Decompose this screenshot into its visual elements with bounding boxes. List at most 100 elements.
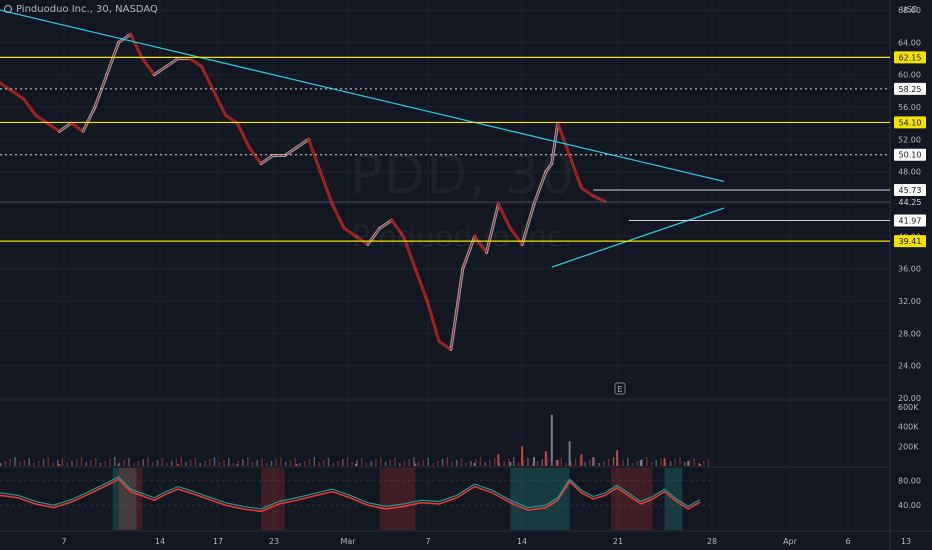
horizontal-levels[interactable]: 62.15 58.25 54.10 50.10 45.73 44.25 41.97 39.41 [0, 51, 926, 248]
volume-bar [631, 463, 634, 466]
volume-bar [152, 462, 154, 466]
volume-bar [707, 459, 710, 466]
volume-bar [394, 458, 396, 466]
oscillator-line-red [0, 478, 701, 513]
earnings-icon[interactable]: E [617, 385, 622, 394]
volume-bar [218, 462, 220, 466]
volume-bar [261, 458, 263, 466]
level-label[interactable]: 54.10 [899, 118, 922, 127]
volume-bar [0, 463, 2, 466]
volume-bar [71, 461, 73, 466]
volume-bar [33, 463, 35, 466]
volume-bar [256, 460, 258, 466]
level-label[interactable]: 45.73 [899, 186, 922, 195]
level-label-bg [894, 235, 926, 248]
volume-bar [399, 463, 401, 466]
price-tick-label: 36.00 [898, 265, 921, 274]
volume-bar [541, 459, 543, 466]
level-label[interactable]: 50.10 [899, 151, 922, 160]
price-line[interactable] [0, 33, 606, 351]
level-label[interactable]: 39.41 [899, 237, 922, 246]
volume-bar [337, 461, 339, 466]
volume-bar [223, 460, 225, 466]
volume-pane [0, 414, 710, 466]
level-label[interactable]: 44.25 [899, 198, 922, 207]
volume-bar [593, 458, 596, 466]
volume-bar [489, 460, 491, 466]
volume-bar [568, 441, 571, 466]
time-tick-label: 28 [707, 537, 717, 546]
symbol-name[interactable]: Pinduoduo Inc. [16, 4, 90, 15]
volume-bar [470, 461, 472, 466]
volume-bar [185, 462, 187, 466]
time-axis[interactable]: 7 14 17 23 Mar 7 14 21 28 Apr 6 13 [61, 537, 911, 546]
price-axis[interactable]: 20.0024.0028.0032.0036.0040.0044.0048.00… [898, 6, 921, 510]
volume-bar [58, 464, 61, 466]
oscillator-zone [261, 468, 285, 530]
volume-bar [104, 461, 106, 466]
trendline[interactable] [0, 9, 725, 183]
level-label[interactable]: 58.25 [899, 85, 922, 94]
volume-bar [19, 462, 21, 466]
volume-bar [247, 457, 249, 466]
volume-bar [550, 414, 553, 466]
level-label[interactable]: 62.15 [899, 53, 922, 62]
price-pane[interactable] [0, 9, 725, 352]
volume-bar [460, 458, 463, 466]
volume-bar [213, 457, 216, 466]
volume-bar [251, 462, 254, 466]
volume-bar [484, 462, 486, 466]
volume-bar [66, 463, 68, 466]
volume-bar [509, 462, 512, 466]
volume-bar [703, 461, 705, 466]
time-tick-label: 14 [155, 537, 165, 546]
watermark-symbol: PDD, 30 [350, 143, 576, 206]
volume-bar [375, 459, 377, 466]
volume-bar [270, 461, 273, 466]
volume-bar [80, 457, 83, 466]
volume-bar [242, 459, 244, 466]
volume-bar [544, 451, 547, 466]
volume-bar [560, 458, 562, 466]
volume-bar [275, 459, 277, 466]
currency-label: USD [900, 5, 918, 14]
price-tick-label: 32.00 [898, 297, 921, 306]
level-label-bg [894, 116, 926, 129]
volume-bar [494, 458, 496, 466]
volume-bar [699, 464, 702, 466]
volume-bar [327, 458, 330, 466]
volume-bar [413, 457, 415, 466]
volume-bar [147, 457, 149, 466]
volume-bar [598, 463, 600, 466]
volume-bar [687, 461, 690, 466]
volume-bar [475, 459, 477, 466]
volume-bar [522, 460, 524, 466]
earnings-marker[interactable]: E [614, 382, 626, 395]
volume-tick-label: 600K [898, 403, 919, 412]
volume-bar [289, 460, 292, 466]
time-tick-label: Mar [340, 537, 356, 546]
time-tick-label: 7 [425, 537, 430, 546]
price-tick-label: 64.00 [898, 38, 921, 47]
level-label[interactable]: 41.97 [899, 216, 922, 225]
price-tick-label: 60.00 [898, 71, 921, 80]
volume-bar [137, 461, 140, 466]
volume-bar [580, 454, 583, 466]
volume-bar [627, 458, 629, 466]
volume-bar [527, 458, 529, 466]
volume-bar [380, 457, 382, 466]
volume-bar [342, 459, 344, 466]
volume-bar [451, 462, 453, 466]
volume-bar [313, 457, 315, 466]
interval[interactable]: 30 [96, 4, 109, 15]
price-tick-label: 56.00 [898, 103, 921, 112]
volume-bar [4, 461, 7, 466]
trendline[interactable] [551, 207, 725, 268]
oscillator-zone [379, 468, 416, 530]
volume-bar [171, 461, 173, 466]
volume-bar [389, 460, 391, 466]
volume-bar [589, 460, 591, 466]
volume-bar [556, 460, 559, 466]
volume-bar [555, 460, 558, 466]
